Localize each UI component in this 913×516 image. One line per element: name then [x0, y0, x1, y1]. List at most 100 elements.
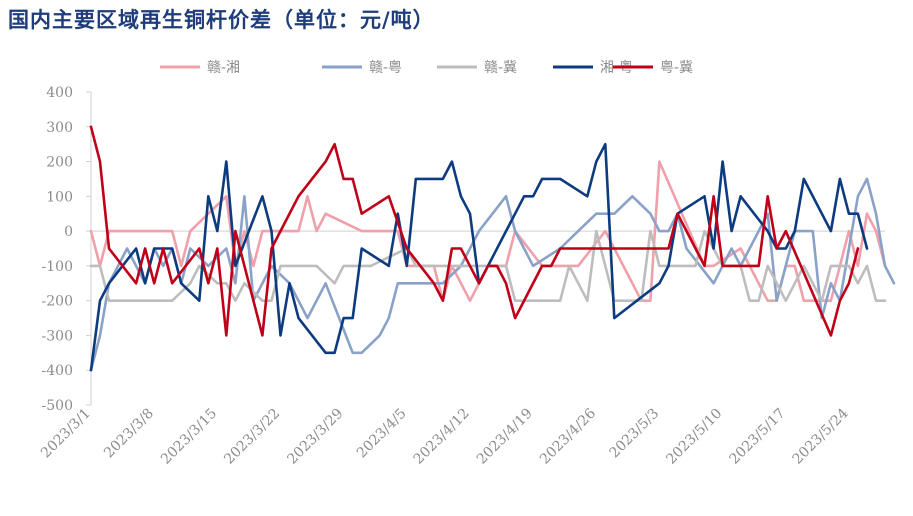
data-point	[469, 212, 471, 215]
y-tick-label: -300	[42, 328, 73, 344]
data-point	[857, 265, 859, 267]
data-point	[857, 195, 859, 198]
data-point	[406, 265, 408, 267]
x-tick-label: 2023/3/8	[101, 406, 157, 462]
data-point	[703, 230, 706, 232]
data-point	[261, 299, 264, 302]
data-point	[460, 195, 462, 198]
data-point	[234, 265, 237, 267]
data-point	[649, 212, 652, 215]
data-point	[884, 299, 886, 302]
data-point	[225, 195, 228, 198]
data-point	[595, 230, 598, 232]
data-point	[315, 265, 318, 267]
data-point	[875, 299, 877, 302]
y-axis: 400 300 200 100 0 -100 -200 -300 -400 -500	[42, 85, 92, 414]
data-point	[667, 230, 670, 232]
data-point	[658, 230, 661, 232]
data-point	[270, 247, 273, 250]
data-point	[757, 265, 760, 267]
data-point	[766, 230, 769, 232]
x-tick-label: 2023/5/17	[726, 406, 788, 468]
data-point	[830, 282, 832, 285]
data-point	[324, 352, 327, 354]
data-point	[288, 282, 291, 285]
data-point	[198, 299, 201, 302]
data-point	[712, 265, 715, 267]
data-point	[369, 265, 372, 267]
data-point	[333, 282, 336, 285]
data-point	[162, 247, 164, 250]
data-point	[505, 265, 507, 267]
legend-item: 赣-冀	[437, 60, 517, 76]
data-point	[658, 160, 661, 163]
data-point	[225, 160, 228, 163]
legend-label: 赣-粤	[369, 60, 402, 76]
data-point	[794, 265, 796, 267]
data-point	[90, 230, 92, 232]
data-point	[198, 247, 201, 250]
data-point	[875, 212, 877, 215]
data-point	[577, 265, 579, 267]
data-point	[748, 299, 751, 302]
data-point	[397, 212, 399, 215]
data-point	[676, 212, 679, 215]
data-point	[550, 265, 552, 267]
data-point	[586, 299, 589, 302]
data-point	[306, 195, 309, 198]
data-point	[333, 352, 336, 354]
data-point	[324, 282, 327, 285]
data-point	[433, 282, 435, 285]
data-point	[496, 265, 498, 267]
data-point	[739, 247, 742, 250]
data-point	[514, 317, 516, 319]
series-5	[89, 125, 860, 337]
data-point	[785, 299, 787, 302]
data-point	[866, 265, 868, 267]
data-point	[893, 282, 895, 285]
x-tick-label: 2023/4/12	[411, 406, 473, 468]
data-point	[785, 230, 787, 232]
data-point	[351, 178, 354, 180]
data-point	[803, 178, 805, 180]
data-point	[207, 195, 210, 198]
y-tick-label: -200	[42, 294, 73, 310]
data-point	[324, 212, 327, 215]
data-point	[270, 299, 273, 302]
data-point	[234, 230, 237, 232]
data-point	[207, 265, 210, 267]
data-point	[378, 334, 381, 337]
data-point	[360, 247, 363, 250]
data-point	[189, 247, 192, 250]
data-point	[153, 282, 155, 285]
data-point	[586, 195, 589, 198]
data-point	[523, 195, 525, 198]
data-point	[730, 265, 733, 267]
data-point	[541, 299, 543, 302]
data-point	[108, 247, 110, 250]
data-point	[694, 265, 697, 267]
data-point	[595, 212, 598, 215]
data-point	[342, 265, 345, 267]
data-point	[884, 265, 886, 267]
data-point	[685, 265, 688, 267]
data-point	[685, 247, 688, 250]
data-point	[442, 265, 444, 267]
data-point	[397, 230, 399, 232]
data-point	[108, 230, 110, 232]
data-point	[451, 247, 453, 250]
data-point	[541, 178, 543, 180]
x-tick-label: 2023/3/29	[284, 406, 346, 468]
data-point	[216, 247, 219, 250]
legend-item: 粤-冀	[613, 60, 693, 76]
data-point	[99, 334, 101, 337]
data-point	[135, 282, 137, 285]
data-point	[442, 299, 444, 302]
data-point	[866, 178, 868, 180]
data-point	[261, 195, 264, 198]
data-point	[180, 265, 182, 267]
data-point	[857, 282, 859, 285]
legend-item: 赣-粤	[322, 60, 402, 76]
data-point	[604, 143, 607, 145]
